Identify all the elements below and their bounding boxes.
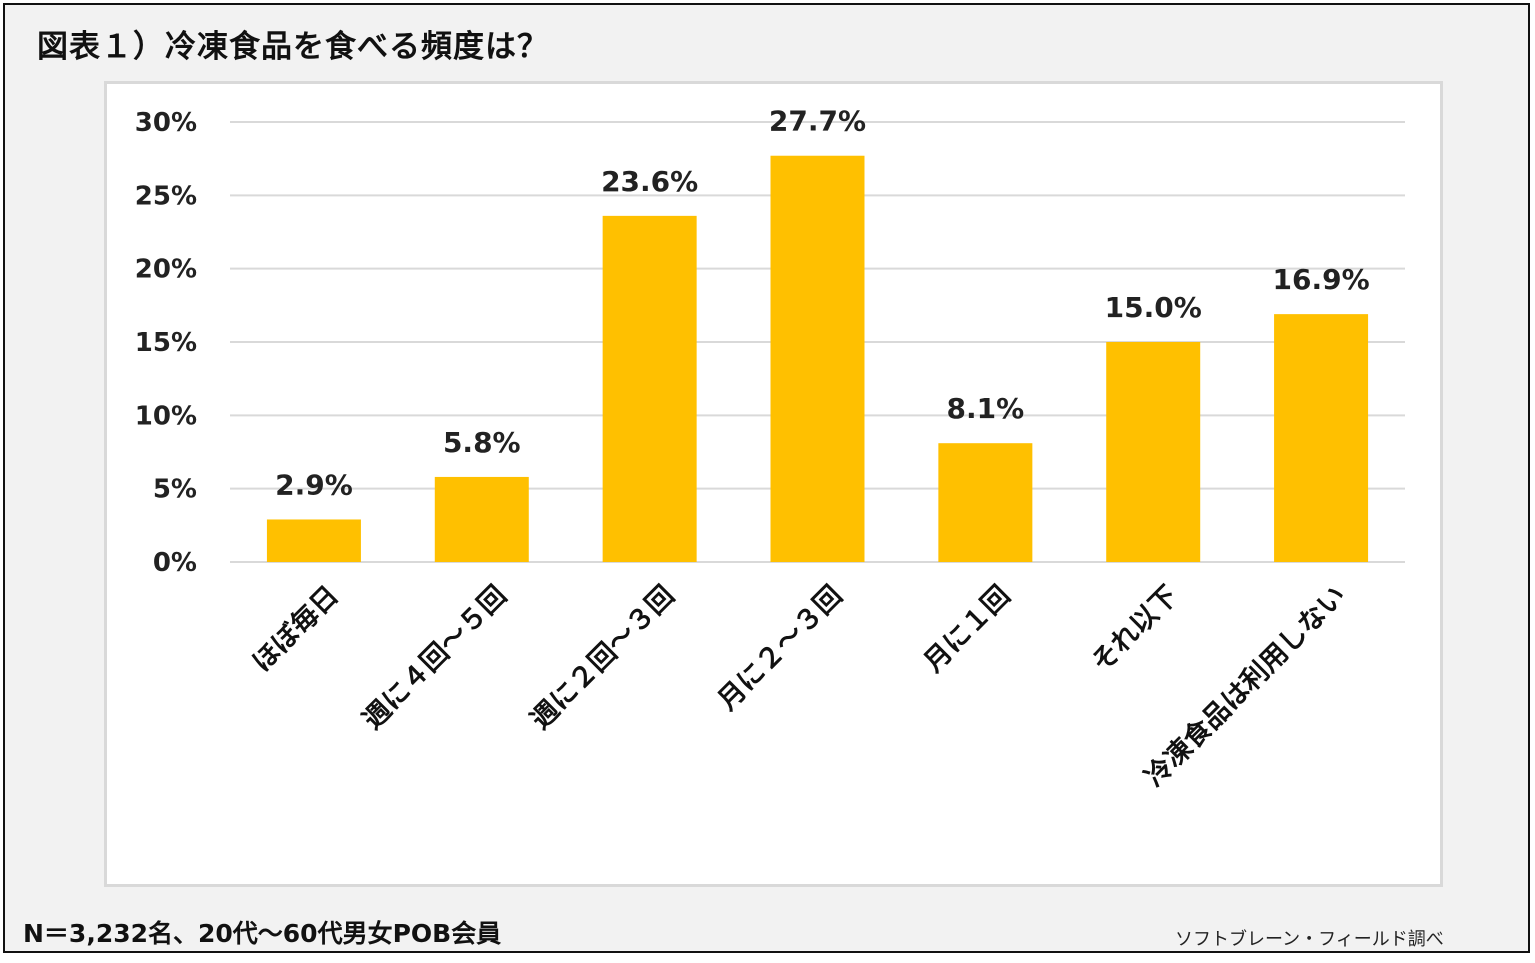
data-label: 5.8% <box>443 426 521 459</box>
data-label: 8.1% <box>947 392 1025 425</box>
category-label: 週に２回～３回 <box>525 580 681 736</box>
data-label: 15.0% <box>1105 291 1202 324</box>
data-label: 16.9% <box>1273 263 1370 296</box>
y-tick-label: 20% <box>135 255 197 285</box>
data-label: 27.7% <box>769 105 866 138</box>
category-label: 週に４回～５回 <box>357 580 513 736</box>
bar <box>1274 314 1369 562</box>
data-label: 23.6% <box>601 165 698 198</box>
bar <box>938 443 1033 562</box>
category-label: 月に１回 <box>917 580 1016 679</box>
y-tick-label: 0% <box>153 548 197 578</box>
y-tick-label: 25% <box>135 181 197 211</box>
bar <box>266 519 361 562</box>
plot-panel: 0% 5% 10% 15% 20% 25% 30% 2.9% ほぼ毎日 5.8% 週に４回～５回 23… <box>104 81 1443 887</box>
chart-frame: 図表１）冷凍食品を食べる頻度は？ 0% 5% 10% 15% 20% 25% 30% 2.9%… <box>3 3 1530 953</box>
bar-chart: 0% 5% 10% 15% 20% 25% 30% 2.9% ほぼ毎日 5.8% 週に４回～５回 23… <box>135 105 1405 793</box>
chart-title: 図表１）冷凍食品を食べる頻度は？ <box>37 29 549 65</box>
y-tick-label: 30% <box>135 108 197 138</box>
sample-note: N＝3,232名、20代～60代男女POB会員 <box>23 919 502 948</box>
y-tick-label: 5% <box>153 475 197 505</box>
category-label: ほぼ毎日 <box>247 580 345 678</box>
data-label: 2.9% <box>275 468 353 501</box>
source-credit: ソフトブレーン・フィールド調べ <box>1175 929 1444 950</box>
y-tick-label: 10% <box>135 401 197 431</box>
y-tick-label: 15% <box>135 328 197 358</box>
bar <box>434 476 529 562</box>
bar <box>602 215 697 562</box>
category-label: 月に２～３回 <box>711 580 848 717</box>
bar <box>1106 342 1201 562</box>
bar <box>770 155 865 562</box>
category-label: それ以下 <box>1086 580 1184 678</box>
